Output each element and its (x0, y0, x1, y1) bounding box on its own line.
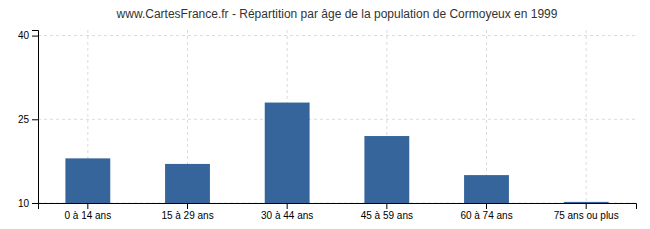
tick: 60 à 74 ans (460, 203, 512, 221)
grid-line (38, 35, 636, 36)
tick-mark (32, 119, 38, 120)
tick: 10 (18, 198, 38, 209)
tick-label: 25 (18, 114, 30, 125)
x-axis: 0 à 14 ans 15 à 29 ans 30 à 44 ans 45 à 59 … (39, 203, 637, 221)
tick-label: 0 à 14 ans (64, 210, 111, 221)
tick-label: 40 (18, 30, 30, 41)
title: www.CartesFrance.fr - Répartition par âg… (116, 7, 558, 21)
tick-mark (586, 203, 587, 209)
tick-label: 45 à 59 ans (361, 210, 413, 221)
tick-mark (32, 203, 38, 204)
chart: 10 25 40 0 à 14 ans 15 à 29 ans 30 à 44 ans 45… (0, 0, 650, 229)
tick-mark (32, 36, 38, 37)
bar (564, 202, 609, 203)
tick-mark (87, 203, 88, 209)
plot: 10 25 40 0 à 14 ans 15 à 29 ans 30 à 44 ans 45… (18, 30, 637, 221)
bar (464, 175, 509, 203)
tick-label: 60 à 74 ans (460, 210, 512, 221)
tick-label: 30 à 44 ans (261, 210, 313, 221)
tick: 25 (18, 114, 38, 125)
tick: 75 ans ou plus (554, 203, 619, 221)
tick: 0 à 14 ans (64, 203, 111, 221)
grid-line (38, 119, 636, 120)
tick: 15 à 29 ans (161, 203, 213, 221)
tick-mark (486, 203, 487, 209)
tick-label: 75 ans ou plus (554, 210, 619, 221)
tick-label: 10 (18, 198, 30, 209)
grid (38, 30, 636, 203)
bar (265, 103, 310, 203)
axis-line (32, 31, 39, 204)
bar (364, 136, 409, 203)
grid-line (586, 30, 587, 203)
bars (65, 103, 608, 203)
tick-mark (287, 203, 288, 209)
tick-mark (386, 203, 387, 209)
tick: 40 (18, 30, 38, 41)
tick-label: 15 à 29 ans (161, 210, 213, 221)
axis-line (39, 204, 637, 210)
tick: 30 à 44 ans (261, 203, 313, 221)
bar (65, 158, 110, 203)
tick-mark (187, 203, 188, 209)
tick: 45 à 59 ans (361, 203, 413, 221)
y-axis: 10 25 40 (18, 30, 39, 208)
bar (165, 164, 210, 203)
